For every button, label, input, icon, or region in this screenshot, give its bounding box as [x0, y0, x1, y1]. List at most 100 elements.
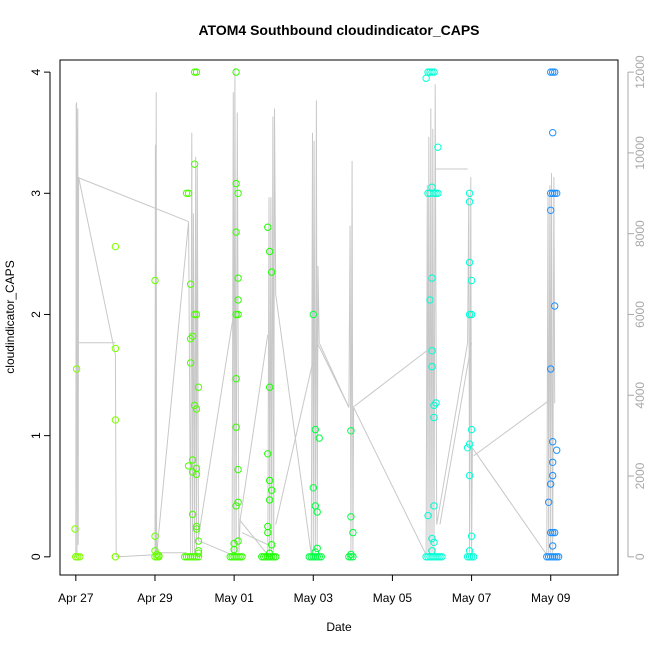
- data-point: [547, 68, 555, 76]
- data-point: [428, 347, 436, 355]
- x-tick-label: Apr 29: [137, 591, 173, 605]
- data-point: [194, 537, 203, 545]
- data-point: [72, 365, 81, 373]
- data-point: [467, 276, 476, 285]
- data-point: [155, 551, 163, 560]
- data-point: [551, 189, 559, 198]
- x-tick-label: May 03: [294, 591, 334, 605]
- data-point: [190, 310, 199, 319]
- data-point: [465, 547, 474, 555]
- data-point: [426, 68, 434, 76]
- data-point: [551, 528, 559, 537]
- data-point: [192, 310, 201, 319]
- data-point: [151, 532, 159, 540]
- data-point: [549, 528, 557, 537]
- data-point: [551, 68, 559, 76]
- y-left-tick-label: 3: [29, 190, 43, 197]
- data-point: [234, 498, 242, 506]
- data-point: [232, 423, 240, 431]
- data-point: [268, 486, 276, 494]
- data-point: [467, 425, 476, 434]
- data-point: [436, 553, 444, 561]
- connector-line: [352, 346, 433, 408]
- data-point: [234, 537, 242, 545]
- data-point: [313, 553, 321, 561]
- x-tick-label: Apr 27: [58, 591, 94, 605]
- data-point: [465, 258, 474, 267]
- y-right-tick-label: 6000: [633, 301, 647, 328]
- data-point: [315, 434, 323, 442]
- data-point: [553, 189, 561, 198]
- data-point: [153, 550, 161, 559]
- data-point: [428, 362, 436, 371]
- connector-line: [76, 176, 189, 223]
- data-point: [184, 462, 193, 470]
- data-point: [151, 553, 159, 561]
- data-point: [184, 189, 193, 198]
- data-point: [309, 484, 317, 492]
- data-point: [349, 553, 357, 561]
- y-axis-label: cloudindicator_CAPS: [3, 260, 17, 373]
- data-point: [186, 280, 195, 288]
- data-point: [190, 160, 199, 168]
- connector-line: [473, 398, 552, 457]
- data-point: [194, 547, 203, 555]
- data-point: [266, 476, 274, 485]
- data-point: [426, 296, 434, 304]
- data-point: [311, 425, 319, 434]
- data-point: [349, 528, 357, 537]
- data-point: [463, 444, 472, 452]
- y-right-tick-label: 2000: [633, 462, 647, 489]
- x-tick-label: May 01: [214, 591, 254, 605]
- data-point: [430, 189, 438, 198]
- data-point: [266, 549, 274, 557]
- data-point: [71, 525, 79, 533]
- data-point: [190, 401, 199, 410]
- data-point: [232, 375, 240, 383]
- data-point: [234, 189, 242, 198]
- data-point: [234, 310, 242, 319]
- data-point: [467, 532, 476, 540]
- data-point: [430, 401, 438, 410]
- x-axis-label: Date: [326, 620, 352, 634]
- data-point: [438, 553, 446, 561]
- data-point: [266, 496, 274, 504]
- data-point: [545, 498, 553, 506]
- data-point: [111, 242, 120, 251]
- y-axis-left: 0 1 2 3 4: [29, 68, 51, 560]
- data-point: [236, 553, 244, 561]
- data-point: [549, 542, 557, 550]
- data-point: [230, 545, 238, 554]
- connector-line: [241, 532, 268, 546]
- data-point: [432, 399, 440, 407]
- data-point: [430, 502, 438, 510]
- y-right-tick-label: 0: [633, 553, 647, 560]
- data-point: [430, 413, 438, 422]
- data-point: [192, 522, 201, 531]
- data-point: [347, 513, 355, 521]
- connector-line: [316, 342, 350, 408]
- data-point: [111, 344, 120, 353]
- data-point: [317, 553, 325, 561]
- raw-series-line: [75, 68, 556, 558]
- x-tick-label: May 05: [373, 591, 413, 605]
- y-right-tick-label: 8000: [633, 220, 647, 247]
- data-point: [268, 553, 276, 561]
- data-point: [547, 365, 555, 373]
- connector-line: [198, 298, 237, 537]
- data-point: [268, 541, 276, 549]
- data-point: [315, 553, 323, 561]
- data-point: [554, 553, 563, 561]
- data-point: [467, 310, 476, 319]
- data-point: [192, 525, 201, 533]
- data-point: [469, 553, 478, 561]
- data-point: [428, 547, 436, 555]
- data-point: [465, 310, 474, 319]
- data-point: [264, 223, 272, 231]
- data-point: [428, 534, 436, 543]
- data-point: [434, 189, 442, 198]
- data-point: [547, 528, 555, 537]
- data-point: [465, 471, 474, 480]
- data-point: [153, 553, 161, 561]
